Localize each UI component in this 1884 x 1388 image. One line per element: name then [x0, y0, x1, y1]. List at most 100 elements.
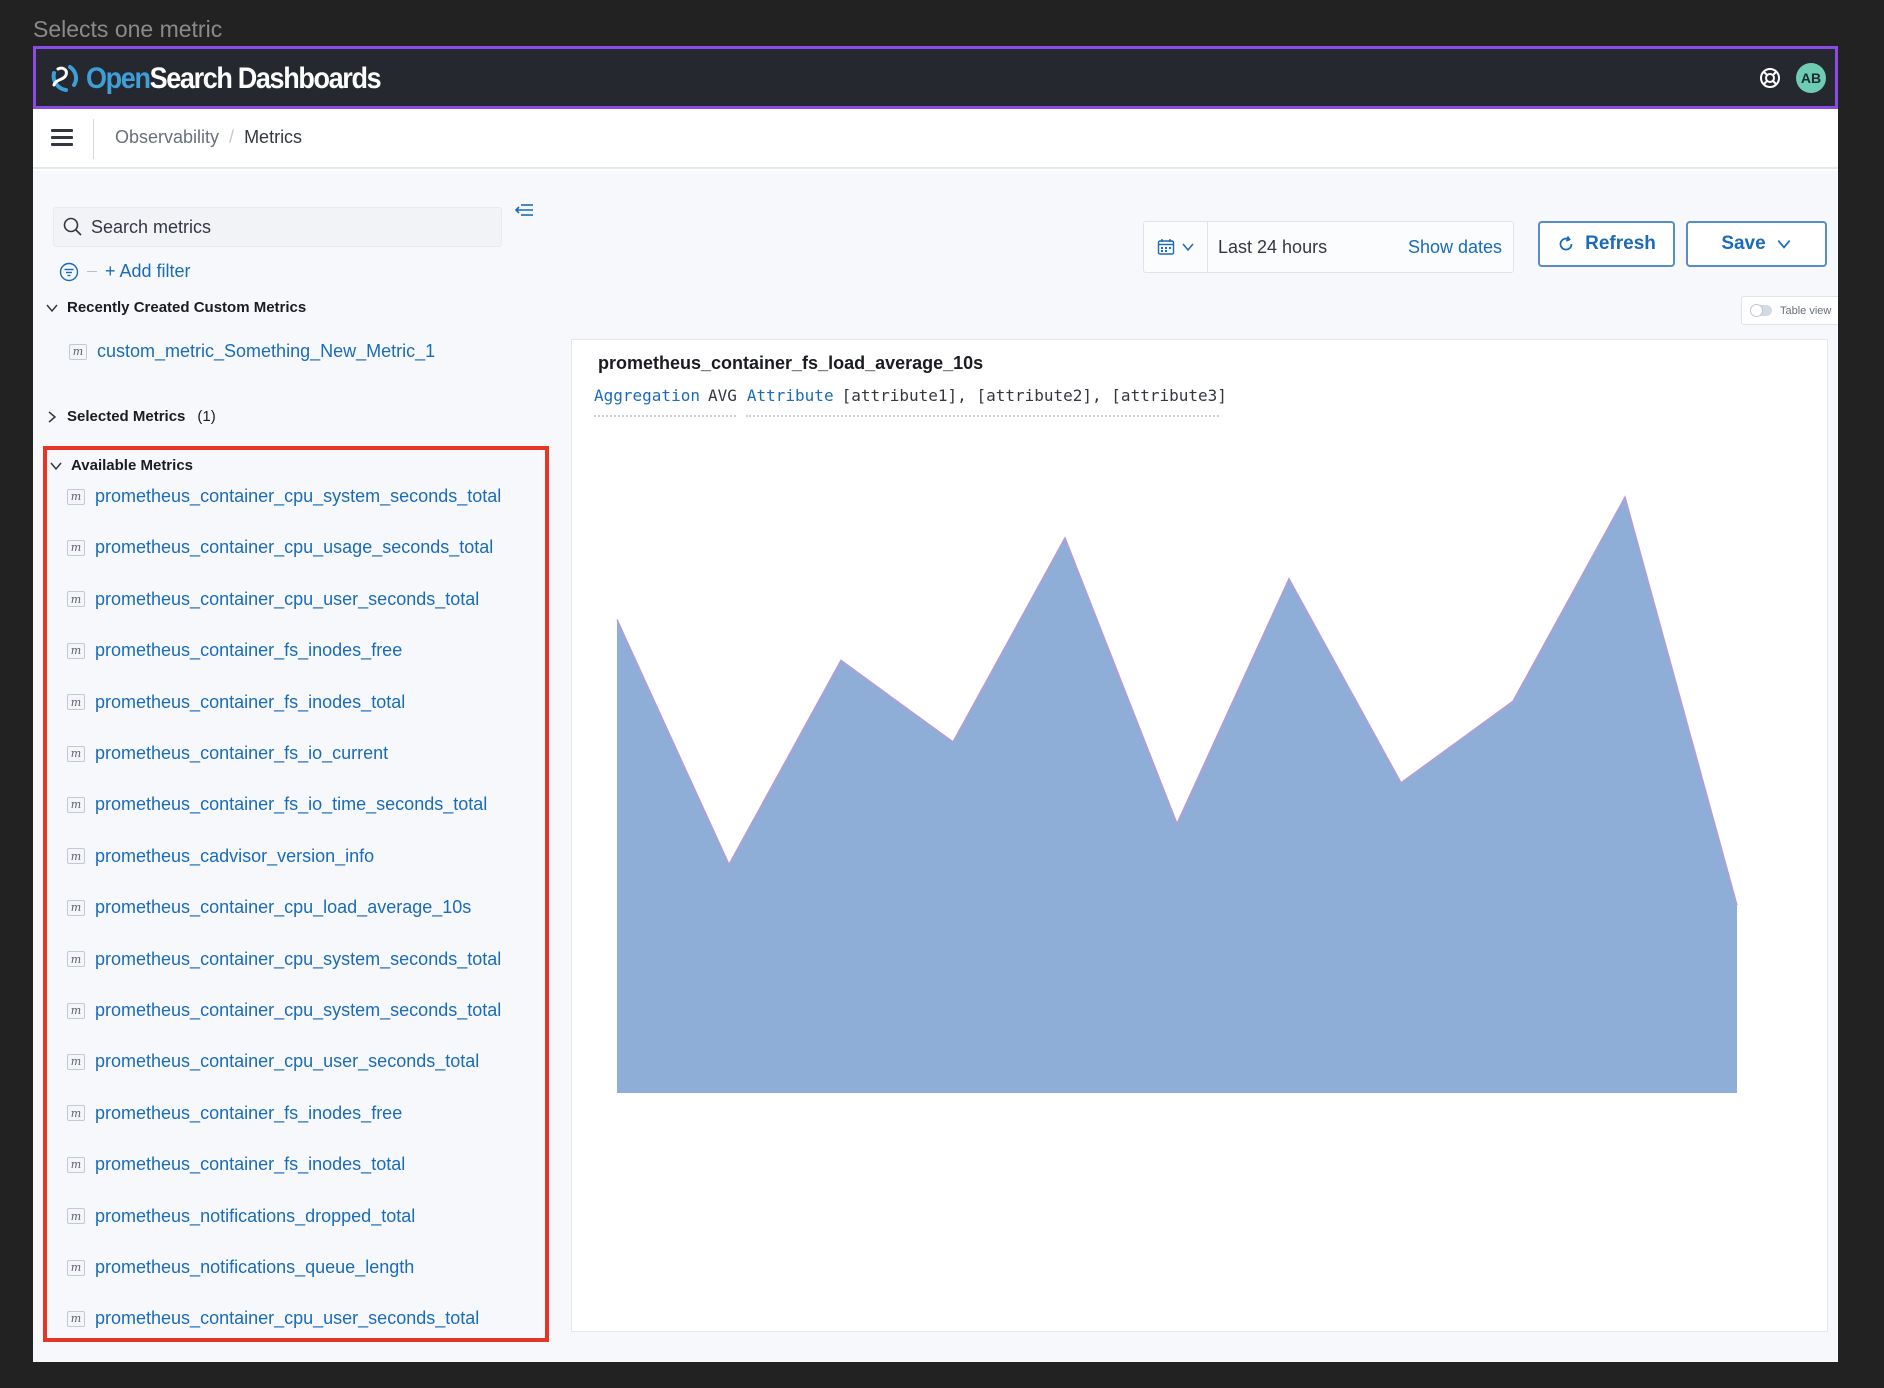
metric-type-badge: m [67, 951, 85, 968]
calendar-icon [1157, 239, 1174, 255]
metric-type-badge: m [67, 1053, 85, 1070]
metrics-sidebar: + Add filter Recently Created Custom Met… [33, 171, 553, 1362]
refresh-button[interactable]: Refresh [1538, 221, 1675, 267]
metric-name[interactable]: custom_metric_Something_New_Metric_1 [97, 341, 436, 361]
available-metric-item[interactable]: m prometheus_container_cpu_system_seconds… [67, 949, 501, 970]
user-avatar[interactable]: AB [1796, 63, 1826, 93]
metric-name[interactable]: prometheus_container_fs_inodes_free [95, 1102, 403, 1123]
available-metric-item[interactable]: m prometheus_container_cpu_user_seconds_t… [67, 589, 479, 610]
metric-name[interactable]: prometheus_container_cpu_user_seconds_to… [95, 1308, 480, 1329]
chevron-down-icon [1777, 240, 1791, 249]
metric-name[interactable]: prometheus_notifications_dropped_total [95, 1205, 416, 1226]
help-lifebuoy-icon[interactable] [1758, 66, 1782, 90]
opensearch-logo[interactable]: OpenSearch Dashboards [48, 59, 413, 99]
available-metric-item[interactable]: m prometheus_notifications_queue_length [67, 1257, 414, 1278]
metric-name[interactable]: prometheus_container_fs_inodes_free [95, 640, 403, 661]
metric-chart-panel: prometheus_container_fs_load_average_10s… [571, 339, 1828, 1332]
logo-text-rest: Search Dashboards [149, 62, 382, 95]
search-box[interactable] [53, 207, 502, 247]
metric-name[interactable]: prometheus_container_cpu_usage_seconds_t… [95, 537, 494, 558]
metric-name[interactable]: prometheus_container_fs_inodes_total [95, 1154, 406, 1175]
metric-type-badge: m [67, 1208, 85, 1225]
available-metric-item[interactable]: m prometheus_container_fs_inodes_free [67, 640, 402, 661]
app-window: OpenSearch Dashboards AB Observability /… [33, 46, 1838, 1362]
available-metric-item[interactable]: m prometheus_container_cpu_system_seconds… [67, 1000, 501, 1021]
available-metric-item[interactable]: m prometheus_container_fs_io_current [67, 743, 388, 764]
aggregation-underline [594, 415, 736, 417]
area-series [617, 497, 1737, 1093]
available-metric-item[interactable]: m prometheus_container_cpu_system_seconds… [67, 486, 501, 507]
metric-type-badge: m [69, 343, 87, 360]
logo-text: OpenSearch Dashboards [86, 62, 382, 96]
chevron-down-icon [46, 304, 58, 312]
breadcrumb-separator: / [229, 127, 235, 147]
filter-row: + Add filter [59, 261, 191, 282]
search-input[interactable] [91, 216, 471, 238]
metric-name[interactable]: prometheus_container_cpu_load_average_10… [95, 897, 472, 918]
breadcrumb: Observability / Metrics [115, 127, 302, 148]
add-filter-button[interactable]: + Add filter [105, 261, 191, 281]
breadcrumb-observability[interactable]: Observability [115, 127, 220, 147]
main-content: + Add filter Recently Created Custom Met… [33, 171, 1838, 1362]
metric-type-badge: m [67, 1105, 85, 1122]
chevron-down-icon [1181, 243, 1194, 252]
metric-name[interactable]: prometheus_container_cpu_system_seconds_… [95, 948, 502, 969]
divider [93, 119, 94, 159]
attribute-keyword[interactable]: Attribute [746, 386, 834, 405]
refresh-icon [1559, 236, 1573, 251]
metric-name[interactable]: prometheus_container_cpu_user_seconds_to… [95, 1051, 480, 1072]
available-metric-item[interactable]: m prometheus_container_fs_inodes_total [67, 692, 405, 713]
filter-icon[interactable] [59, 262, 79, 282]
table-view-toggle[interactable]: Table view [1741, 296, 1838, 325]
metric-name[interactable]: prometheus_container_cpu_system_seconds_… [95, 486, 502, 506]
quick-select-button[interactable] [1144, 222, 1208, 272]
toggle-switch[interactable] [1750, 304, 1772, 317]
time-range-label[interactable]: Last 24 hours [1218, 236, 1328, 257]
area-chart [616, 495, 1738, 1093]
available-metric-item[interactable]: m prometheus_container_cpu_load_average_1… [67, 897, 471, 918]
collapse-sidebar-icon[interactable] [513, 201, 535, 219]
refresh-label: Refresh [1585, 233, 1656, 254]
chevron-down-icon [50, 462, 62, 470]
save-label: Save [1721, 233, 1766, 254]
available-metric-item[interactable]: m prometheus_cadvisor_version_info [67, 846, 374, 867]
metric-type-badge: m [67, 1156, 85, 1173]
available-metric-item[interactable]: m prometheus_container_cpu_user_seconds_t… [67, 1051, 479, 1072]
metric-name[interactable]: prometheus_cadvisor_version_info [95, 845, 375, 866]
available-metrics-header[interactable]: Available Metrics [49, 457, 193, 474]
metric-name[interactable]: prometheus_container_cpu_system_seconds_… [95, 1000, 502, 1020]
metric-type-badge: m [67, 745, 85, 762]
selected-metrics-header[interactable]: Selected Metrics (1) [45, 408, 216, 425]
available-metric-item[interactable]: m prometheus_container_fs_inodes_total [67, 1154, 405, 1175]
available-metric-item[interactable]: m prometheus_container_cpu_user_seconds_t… [67, 1308, 479, 1329]
panel-title: prometheus_container_fs_load_average_10s [598, 353, 984, 373]
available-metric-item[interactable]: m prometheus_notifications_dropped_total [67, 1206, 415, 1227]
metric-type-badge: m [67, 694, 85, 711]
attribute-value[interactable]: [attribute1], [attribute2], [attribute3] [841, 386, 1227, 405]
available-metric-item[interactable]: m prometheus_container_fs_inodes_free [67, 1103, 402, 1124]
save-button[interactable]: Save [1686, 221, 1827, 267]
aggregation-value[interactable]: AVG [707, 386, 737, 405]
metric-name[interactable]: prometheus_container_cpu_user_seconds_to… [95, 588, 480, 609]
available-metric-item[interactable]: m prometheus_container_cpu_usage_seconds_… [67, 537, 493, 558]
series-line [616, 495, 1738, 906]
metric-type-badge: m [67, 1002, 85, 1019]
query-line: Aggregation AVG Attribute [attribute1], … [594, 386, 1227, 405]
table-view-label: Table view [1780, 304, 1832, 317]
metric-name[interactable]: prometheus_container_fs_io_time_seconds_… [95, 794, 488, 815]
aggregation-keyword[interactable]: Aggregation [594, 386, 700, 405]
header-bar: OpenSearch Dashboards AB [33, 46, 1838, 109]
recent-metric-item[interactable]: m custom_metric_Something_New_Metric_1 [69, 341, 435, 362]
breadcrumb-metrics: Metrics [244, 127, 303, 147]
menu-hamburger-icon[interactable] [51, 129, 73, 147]
show-dates-link[interactable]: Show dates [1408, 236, 1503, 257]
caption: Selects one metric [33, 16, 223, 42]
recent-metrics-header[interactable]: Recently Created Custom Metrics [45, 299, 306, 316]
available-metric-item[interactable]: m prometheus_container_fs_io_time_seconds… [67, 794, 487, 815]
breadcrumb-bar: Observability / Metrics [33, 109, 1838, 169]
metric-type-badge: m [67, 899, 85, 916]
metric-name[interactable]: prometheus_container_fs_inodes_total [95, 691, 406, 712]
metric-name[interactable]: prometheus_notifications_queue_length [95, 1257, 415, 1277]
recent-metrics-title: Recently Created Custom Metrics [67, 299, 307, 316]
metric-name[interactable]: prometheus_container_fs_io_current [95, 743, 389, 763]
